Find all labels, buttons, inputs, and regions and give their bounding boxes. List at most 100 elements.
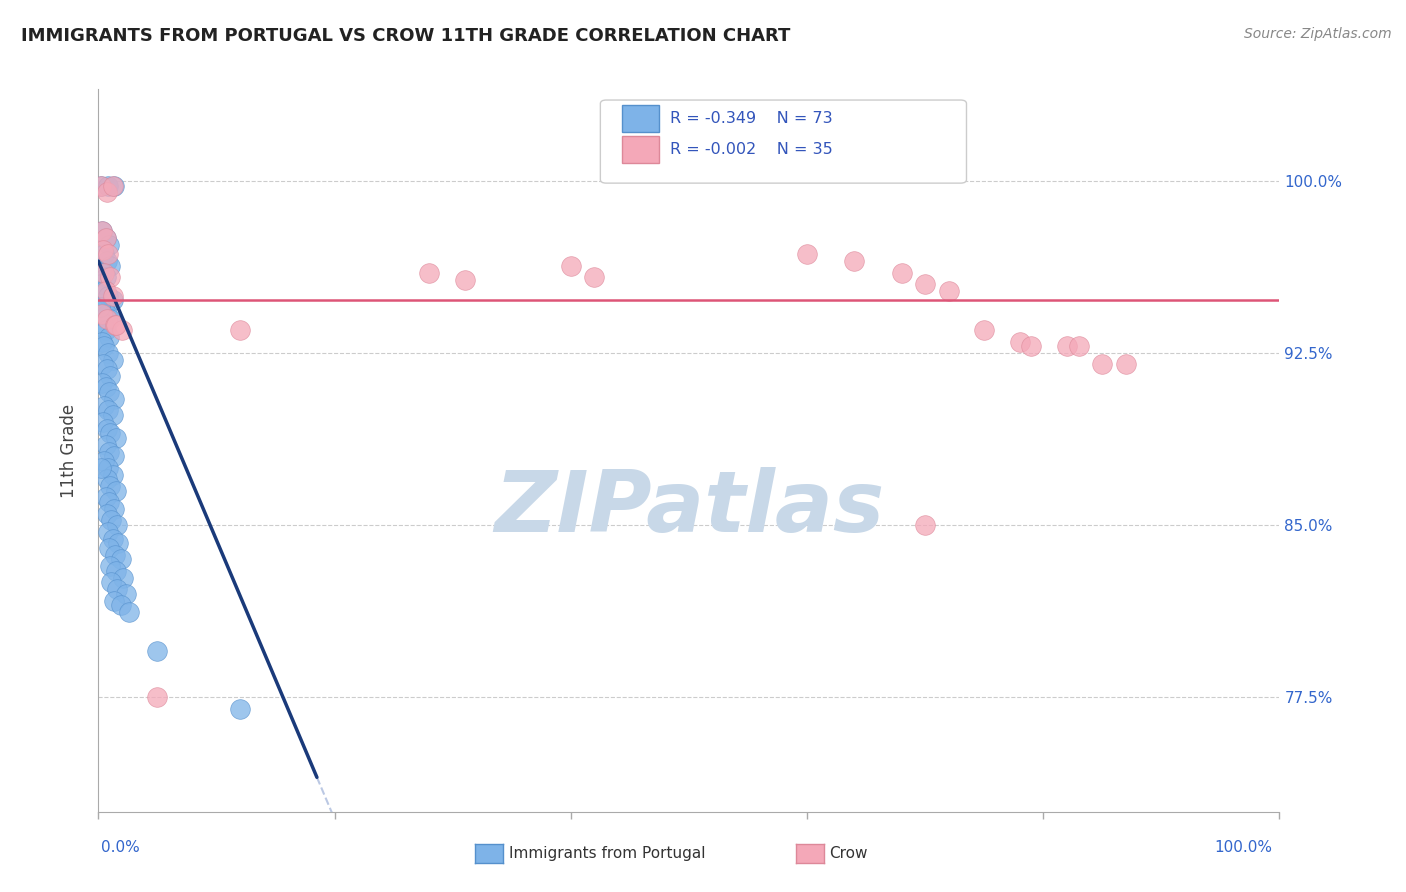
Point <box>91 224 114 238</box>
Point <box>91 415 114 429</box>
Point <box>94 231 117 245</box>
Point <box>98 330 121 344</box>
Point <box>1008 334 1031 349</box>
Point <box>91 358 114 372</box>
Point <box>90 178 112 193</box>
Point <box>93 300 115 314</box>
Point <box>98 495 121 509</box>
Point <box>112 571 135 585</box>
Point <box>97 346 120 360</box>
Point <box>146 644 169 658</box>
Point <box>111 323 134 337</box>
Point <box>90 277 112 292</box>
Point <box>98 384 121 399</box>
Text: R = -0.002    N = 35: R = -0.002 N = 35 <box>671 142 832 157</box>
Point <box>98 479 121 493</box>
Point <box>101 178 124 193</box>
Point <box>96 186 118 200</box>
Point <box>93 339 115 353</box>
Point <box>91 307 114 321</box>
Text: ZIPatlas: ZIPatlas <box>494 467 884 549</box>
Point <box>94 270 117 285</box>
Point <box>1067 339 1090 353</box>
Point <box>973 323 995 337</box>
Point <box>94 438 117 452</box>
Point <box>105 564 128 578</box>
Point <box>98 368 121 383</box>
Point <box>453 272 475 286</box>
Point <box>110 552 132 566</box>
Point <box>107 536 129 550</box>
Point <box>97 403 120 417</box>
Point <box>1021 339 1043 353</box>
Text: R = -0.349    N = 73: R = -0.349 N = 73 <box>671 111 832 126</box>
Point <box>1056 339 1078 353</box>
Point <box>103 593 125 607</box>
Point <box>938 284 960 298</box>
Point <box>98 238 121 252</box>
Point <box>97 460 120 475</box>
Point <box>101 532 124 546</box>
Point <box>101 467 124 482</box>
Point <box>146 690 169 704</box>
FancyBboxPatch shape <box>600 100 966 183</box>
Point <box>101 408 124 422</box>
Point <box>97 247 120 261</box>
Point <box>105 483 128 498</box>
Point <box>91 266 114 280</box>
Point <box>105 431 128 445</box>
Text: Crow: Crow <box>830 847 868 861</box>
Point <box>796 247 818 261</box>
Point <box>844 254 866 268</box>
Text: Source: ZipAtlas.com: Source: ZipAtlas.com <box>1244 27 1392 41</box>
Point <box>98 259 121 273</box>
Y-axis label: 11th Grade: 11th Grade <box>59 403 77 498</box>
Point <box>418 266 440 280</box>
Text: 0.0%: 0.0% <box>101 840 141 855</box>
Point <box>103 449 125 463</box>
Point <box>103 178 125 193</box>
Point <box>229 323 252 337</box>
Point <box>914 518 936 533</box>
FancyBboxPatch shape <box>621 105 659 132</box>
Point <box>103 502 125 516</box>
Point <box>97 178 120 193</box>
Point <box>89 300 111 314</box>
Point <box>229 701 252 715</box>
Point <box>90 460 112 475</box>
Point <box>101 352 124 367</box>
Point <box>96 507 118 521</box>
Point <box>101 293 124 308</box>
Point <box>583 270 606 285</box>
Point <box>560 259 582 273</box>
Point <box>94 380 117 394</box>
Text: 100.0%: 100.0% <box>1215 840 1272 855</box>
Text: Immigrants from Portugal: Immigrants from Portugal <box>509 847 706 861</box>
Point <box>91 316 114 330</box>
Point <box>97 524 120 539</box>
Point <box>105 518 128 533</box>
Point <box>104 548 127 562</box>
Point <box>90 178 112 193</box>
Point <box>96 307 118 321</box>
Point <box>104 318 127 333</box>
Point <box>94 284 117 298</box>
Point <box>101 288 124 302</box>
Point <box>118 605 141 619</box>
Point <box>98 559 121 574</box>
Point <box>98 311 121 326</box>
Point <box>105 582 128 597</box>
Point <box>94 323 117 337</box>
Point <box>96 422 118 436</box>
Point <box>91 224 114 238</box>
Point <box>96 472 118 486</box>
Point <box>98 444 121 458</box>
Point <box>914 277 936 292</box>
Point <box>100 575 122 590</box>
Point <box>94 231 117 245</box>
Point <box>93 399 115 413</box>
Point <box>98 270 121 285</box>
Point <box>110 599 132 613</box>
Point <box>105 318 128 333</box>
Point <box>103 392 125 406</box>
